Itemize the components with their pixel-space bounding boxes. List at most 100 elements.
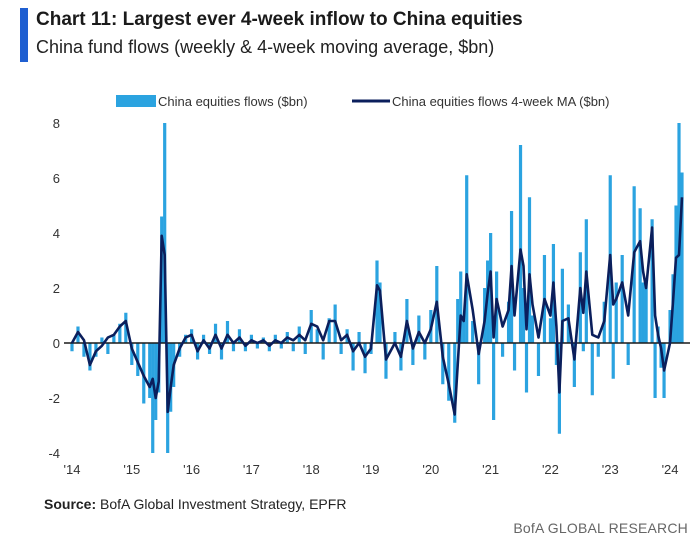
- flow-bar: [524, 343, 529, 393]
- legend-label-ma: China equities flows 4-week MA ($bn): [392, 94, 610, 109]
- flow-bar: [441, 343, 445, 385]
- flow-bar: [124, 312, 128, 343]
- flow-bar: [213, 323, 218, 343]
- flow-bar: [518, 145, 523, 343]
- flow-bar: [148, 343, 152, 398]
- flow-bar: [255, 343, 259, 349]
- flow-bar: [118, 323, 122, 343]
- title-accent-bar: [20, 8, 28, 62]
- flow-bar: [641, 282, 645, 343]
- x-tick-label: '21: [482, 462, 499, 477]
- y-tick-label: 8: [53, 116, 60, 131]
- flow-bar: [465, 175, 469, 343]
- flow-bar: [201, 334, 206, 343]
- brand-label: BofA GLOBAL RESEARCH: [513, 520, 688, 536]
- flow-bar: [417, 315, 421, 343]
- flow-bar: [638, 208, 642, 343]
- y-tick-label: 0: [53, 336, 60, 351]
- flow-bar: [273, 334, 277, 343]
- chart-title: Chart 11: Largest ever 4-week inflow to …: [36, 9, 523, 30]
- flow-bar: [243, 343, 248, 352]
- y-tick-label: -2: [48, 391, 60, 406]
- x-tick-label: '14: [64, 462, 81, 477]
- flow-bar: [596, 343, 600, 357]
- y-tick-label: 6: [53, 171, 60, 186]
- flow-bar: [536, 343, 541, 376]
- legend-swatch-weekly: [116, 95, 156, 107]
- flow-bar: [611, 343, 615, 379]
- flow-bar: [456, 299, 460, 343]
- flow-bar: [548, 318, 553, 343]
- flow-bar: [680, 172, 684, 343]
- legend: China equities flows ($bn) China equitie…: [116, 94, 610, 109]
- flow-bar: [492, 343, 496, 420]
- flow-bar: [453, 343, 457, 423]
- flow-bar: [249, 334, 254, 343]
- flow-bar: [100, 337, 104, 343]
- flow-bar: [154, 343, 158, 420]
- flow-bar: [393, 332, 397, 343]
- flow-bar: [130, 343, 134, 365]
- source-note: Source: BofA Global Investment Strategy,…: [44, 496, 347, 512]
- flow-bar: [237, 329, 242, 343]
- ma-line: [70, 197, 684, 416]
- flow-bar: [521, 288, 526, 343]
- flow-bar: [106, 343, 110, 354]
- x-tick-label: '23: [602, 462, 619, 477]
- flow-bar: [506, 301, 511, 343]
- y-axis-ticks: 8 6 4 2 0 -2 -4: [48, 116, 60, 461]
- flow-bar: [327, 318, 331, 343]
- x-tick-label: '24: [662, 462, 679, 477]
- flow-bar: [169, 343, 173, 412]
- flow-bar: [375, 260, 379, 343]
- x-tick-label: '22: [542, 462, 559, 477]
- flow-bar: [530, 315, 535, 343]
- x-tick-label: '16: [183, 462, 200, 477]
- flow-bar: [363, 343, 367, 374]
- flow-bar: [339, 343, 343, 354]
- flow-bar: [471, 321, 475, 343]
- flow-bar: [279, 343, 283, 349]
- flow-bar: [626, 343, 630, 365]
- flow-bar: [650, 219, 654, 343]
- flow-bar: [70, 343, 74, 352]
- flow-bar: [477, 343, 481, 385]
- flow-bar: [512, 343, 517, 371]
- flow-bar: [459, 271, 463, 343]
- flow-bar: [357, 332, 361, 343]
- y-tick-label: 2: [53, 281, 60, 296]
- flow-bar: [572, 343, 576, 387]
- flow-bar: [112, 334, 116, 343]
- flow-bar: [88, 343, 92, 371]
- flow-bar: [82, 343, 86, 357]
- flow-bar: [291, 343, 295, 352]
- x-tick-label: '17: [243, 462, 260, 477]
- flow-bar: [231, 343, 236, 352]
- legend-label-weekly: China equities flows ($bn): [158, 94, 308, 109]
- flow-bar: [462, 315, 466, 343]
- flow-bar: [351, 343, 355, 371]
- flow-bar: [644, 279, 648, 343]
- x-tick-label: '18: [303, 462, 320, 477]
- flow-bar: [267, 343, 271, 352]
- x-tick-label: '20: [422, 462, 439, 477]
- flow-bar: [411, 343, 415, 365]
- flow-bar: [303, 343, 307, 354]
- flow-bar: [315, 329, 319, 343]
- flow-bar: [384, 343, 388, 379]
- flow-bar: [560, 268, 564, 343]
- x-tick-label: '19: [363, 462, 380, 477]
- flow-bar: [620, 255, 624, 343]
- flow-bar: [653, 343, 657, 398]
- flow-bar: [500, 343, 505, 357]
- flow-bar: [321, 343, 325, 360]
- flow-bar: [614, 282, 618, 343]
- y-tick-label: -4: [48, 446, 60, 461]
- x-tick-label: '15: [123, 462, 140, 477]
- flow-bar: [590, 343, 594, 396]
- y-tick-label: 4: [53, 226, 60, 241]
- flow-bar: [151, 343, 155, 453]
- chart-subtitle: China fund flows (weekly & 4-week moving…: [36, 37, 495, 57]
- flow-bar: [219, 343, 224, 360]
